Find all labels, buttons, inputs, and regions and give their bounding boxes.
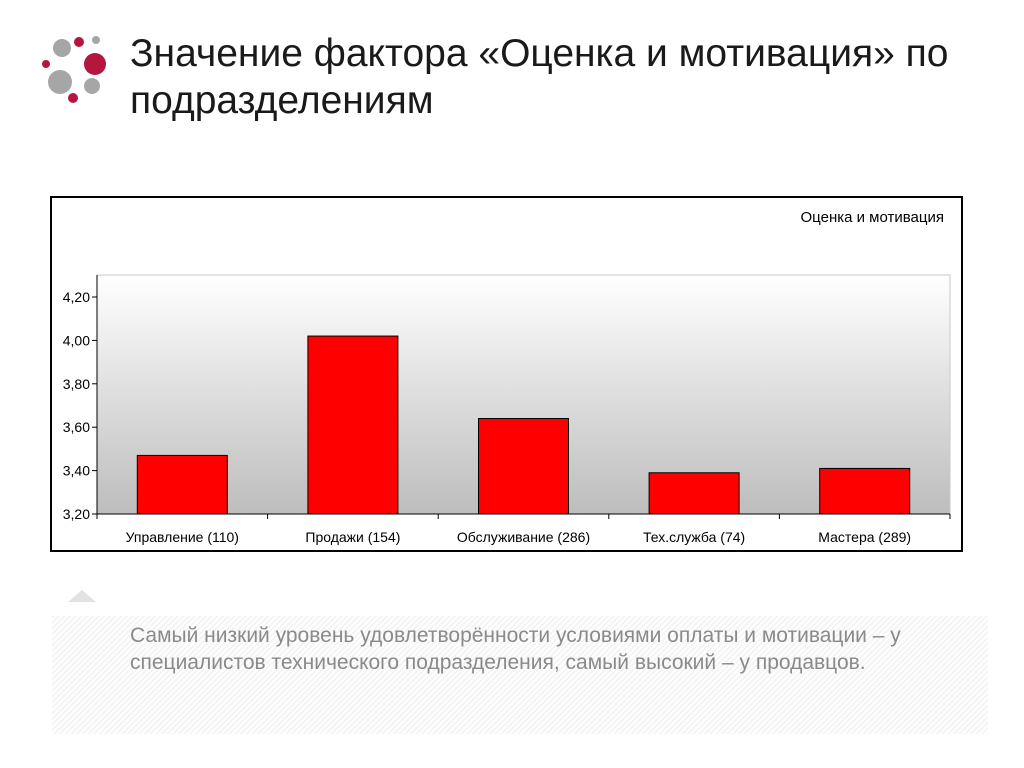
chart-container: Оценка и мотивация 3,20 3,40 3,60 3,80 4,00 4…: [50, 196, 963, 552]
logo-dot: [48, 70, 72, 94]
x-tick-label: Тех.служба (74): [643, 529, 745, 545]
y-tick-label: 3,80: [63, 376, 90, 392]
company-logo: [42, 36, 106, 103]
logo-dot: [53, 39, 71, 57]
logo-dot: [84, 53, 106, 75]
note-box: Самый низкий уровень удовлетворённости у…: [52, 616, 988, 734]
y-tick-label: 3,20: [63, 506, 90, 522]
note-pointer: [68, 590, 96, 602]
x-tick-label: Продажи (154): [305, 529, 400, 545]
chart-marks: 3,20 3,40 3,60 3,80 4,00 4,20 Управление (110)…: [63, 275, 951, 545]
chart-legend: Оценка и мотивация: [801, 209, 944, 226]
y-tick-label: 3,60: [63, 419, 90, 435]
logo-dot: [84, 78, 100, 94]
logo-dot: [68, 93, 78, 103]
x-tick-label: Мастера (289): [818, 529, 911, 545]
bar: [136, 454, 228, 515]
bar: [819, 467, 911, 515]
note-text: Самый низкий уровень удовлетворённости у…: [130, 624, 901, 674]
y-tick-label: 4,20: [63, 289, 90, 305]
bar: [478, 418, 569, 515]
y-tick-label: 3,40: [63, 463, 90, 479]
logo-dot: [92, 36, 100, 44]
bar: [307, 335, 399, 515]
x-tick-label: Управление (110): [126, 529, 239, 545]
y-tick-label: 4,00: [63, 332, 90, 348]
page-title: Значение фактора «Оценка и мотивация» по…: [130, 32, 949, 122]
logo-dot: [42, 60, 50, 68]
bar: [648, 472, 740, 515]
logo-dot: [74, 37, 84, 47]
x-tick-label: Обслуживание (286): [457, 529, 590, 545]
bar-chart: Оценка и мотивация 3,20 3,40 3,60 3,80 4,00 4…: [63, 209, 951, 545]
